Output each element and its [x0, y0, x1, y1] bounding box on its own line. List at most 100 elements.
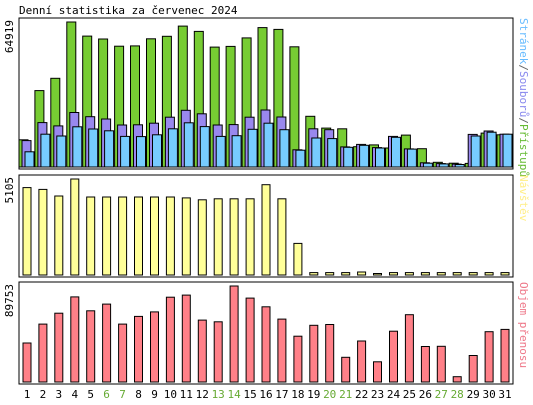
bar — [102, 196, 112, 276]
x-tick-label: 9 — [151, 388, 158, 401]
bar — [373, 361, 382, 383]
panel-3: 89753 Objem přenosu — [3, 281, 530, 385]
bar — [40, 133, 51, 168]
bar — [309, 272, 319, 276]
x-tick-label: 22 — [355, 388, 368, 401]
bar — [279, 129, 290, 168]
bar — [183, 122, 194, 168]
bar — [375, 147, 385, 168]
bar — [199, 126, 210, 168]
bar — [197, 199, 207, 276]
bar — [38, 323, 48, 383]
panel-side-label: Stránek/Souborů/Přístupů — [517, 18, 530, 177]
bar — [56, 135, 67, 168]
bar — [438, 163, 449, 168]
bar — [420, 272, 430, 276]
bar — [486, 131, 497, 168]
x-tick-label: 14 — [227, 388, 241, 401]
side-label-part: / — [517, 117, 530, 124]
x-tick-label: 27 — [435, 388, 448, 401]
bar — [229, 285, 239, 383]
x-tick-label: 15 — [243, 388, 256, 401]
bar — [436, 345, 446, 383]
bar — [245, 297, 255, 383]
bar — [277, 198, 287, 276]
bar — [102, 303, 112, 383]
bar — [215, 135, 226, 168]
x-tick-label: 2 — [40, 388, 47, 401]
bar — [359, 144, 370, 168]
series-1 — [22, 178, 510, 276]
bar — [165, 296, 175, 383]
series-3 — [24, 122, 513, 168]
x-tick-label: 20 — [323, 388, 336, 401]
bar — [311, 137, 322, 168]
panel-2: 5105 Návštěv — [3, 174, 530, 278]
bar — [341, 356, 351, 383]
bar — [436, 272, 446, 276]
bar — [247, 128, 258, 168]
bar — [213, 198, 223, 276]
bar — [404, 314, 414, 383]
bar — [389, 330, 398, 383]
x-tick-label: 28 — [451, 388, 464, 401]
bar — [231, 135, 242, 168]
x-tick-label: 30 — [482, 388, 495, 401]
bar — [404, 272, 414, 276]
x-tick-label: 26 — [419, 388, 432, 401]
side-label-part: / — [517, 64, 530, 71]
bar — [229, 198, 239, 276]
bar — [293, 335, 303, 383]
bar — [309, 324, 319, 383]
bar — [468, 272, 478, 276]
bar — [165, 196, 175, 276]
bar — [150, 196, 159, 276]
bar — [136, 136, 146, 168]
bar — [502, 133, 513, 168]
side-label-part: Návštěv — [517, 175, 530, 222]
bar — [422, 162, 433, 168]
bar — [152, 134, 162, 168]
bar — [134, 196, 143, 276]
bar — [289, 46, 300, 168]
x-tick-label: 3 — [55, 388, 62, 401]
bar — [452, 376, 462, 383]
chart-title: Denní statistika za červenec 2024 — [19, 4, 238, 17]
bar — [391, 136, 401, 168]
x-tick-label: 1 — [24, 388, 31, 401]
panel-max-label: 5105 — [3, 177, 16, 204]
bar — [22, 187, 32, 276]
x-tick-label: 16 — [259, 388, 272, 401]
bar — [341, 272, 351, 276]
bar — [197, 319, 207, 383]
x-tick-label: 13 — [212, 388, 225, 401]
bar — [500, 328, 510, 383]
bar — [357, 271, 367, 276]
bar — [38, 188, 48, 276]
bar — [373, 273, 382, 276]
x-tick-label: 10 — [164, 388, 177, 401]
bar — [86, 310, 96, 383]
bar — [70, 178, 80, 276]
x-tick-label: 29 — [467, 388, 480, 401]
bar — [484, 272, 494, 276]
bar — [167, 128, 178, 168]
bar — [468, 355, 478, 383]
x-tick-label: 17 — [275, 388, 288, 401]
bar — [70, 296, 80, 383]
bar — [54, 312, 64, 383]
series-1 — [22, 285, 510, 383]
x-tick-label: 18 — [291, 388, 304, 401]
x-tick-label: 31 — [498, 388, 511, 401]
bar — [181, 294, 191, 383]
bar — [500, 272, 510, 276]
bar — [325, 272, 335, 276]
bar — [181, 197, 191, 276]
bar — [24, 151, 35, 168]
x-tick-label: 24 — [387, 388, 401, 401]
bar — [261, 184, 271, 276]
bar — [357, 340, 367, 383]
bar — [327, 138, 338, 168]
bar — [484, 331, 494, 383]
